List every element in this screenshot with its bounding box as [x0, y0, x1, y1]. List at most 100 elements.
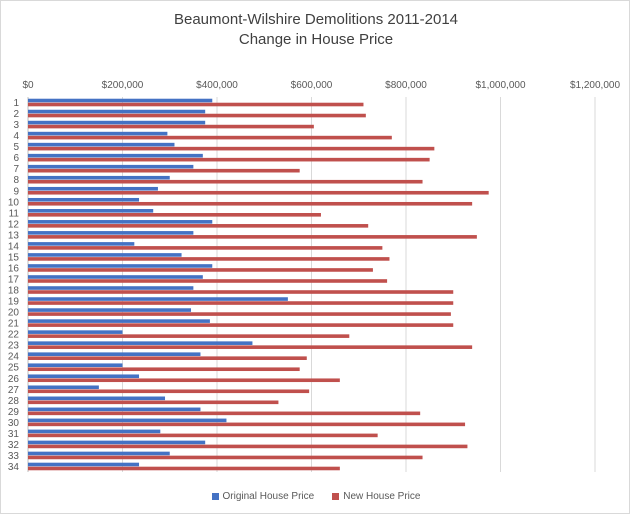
bar-original-price [28, 407, 201, 412]
bar-original-price [28, 253, 182, 257]
bar-original-price [28, 120, 206, 125]
y-tick-label: 10 [8, 197, 20, 208]
y-tick-label: 18 [8, 286, 20, 297]
y-tick-label: 22 [8, 330, 20, 341]
y-tick-label: 15 [8, 252, 20, 263]
bar-new-price [28, 124, 314, 129]
y-tick-label: 1 [13, 98, 19, 109]
x-tick-label: $1,000,000 [475, 80, 525, 91]
bar-new-price [28, 201, 473, 206]
bar-original-price [28, 330, 123, 334]
y-tick-label: 32 [8, 440, 20, 451]
y-tick-label: 14 [8, 241, 20, 252]
y-tick-label: 8 [13, 175, 19, 186]
y-tick-label: 3 [13, 120, 19, 131]
y-tick-label: 19 [8, 297, 20, 308]
bar-original-price [28, 131, 168, 136]
bar-original-price [28, 297, 288, 301]
bar-original-price [28, 164, 194, 169]
y-tick-label: 12 [8, 219, 20, 230]
bar-new-price [28, 135, 392, 140]
y-tick-label: 4 [13, 131, 19, 142]
y-tick-label: 24 [8, 352, 20, 363]
bar-new-price [28, 213, 321, 217]
legend-item-original: Original House Price [211, 491, 315, 502]
x-tick-label: $800,000 [385, 80, 427, 91]
y-tick-label: 28 [8, 396, 20, 407]
y-tick-label: 13 [8, 230, 20, 241]
bar-new-price [28, 235, 477, 239]
bar-new-price [28, 190, 489, 195]
bar-original-price [28, 440, 206, 445]
bar-new-price [28, 290, 454, 294]
y-tick-label: 25 [8, 363, 20, 374]
bar-original-price [28, 275, 203, 279]
y-tick-label: 27 [8, 385, 20, 396]
bar-new-price [28, 433, 378, 438]
y-tick-label: 29 [8, 407, 20, 418]
bar-original-price [28, 242, 135, 246]
bar-original-price [28, 231, 194, 235]
x-tick-label: $0 [22, 80, 34, 91]
chart-title: Beaumont-Wilshire Demolitions 2011-2014 [173, 11, 459, 28]
y-tick-label: 6 [13, 153, 19, 164]
chart-legend: Original House Price New House Price [1, 491, 630, 502]
bar-new-price [28, 179, 423, 184]
bar-original-price [28, 341, 253, 345]
bar-original-price [28, 286, 194, 290]
y-tick-label: 31 [8, 429, 20, 440]
bar-original-price [28, 451, 170, 456]
bar-original-price [28, 352, 201, 356]
chart-subtitle: Change in House Price [238, 31, 394, 48]
bar-original-price [28, 98, 213, 103]
bar-original-price [28, 264, 213, 268]
legend-label-new: New House Price [343, 491, 421, 502]
bar-new-price [28, 345, 473, 349]
bar-original-price [28, 142, 175, 147]
bar-original-price [28, 186, 158, 191]
y-tick-label: 11 [9, 208, 20, 219]
bar-new-price [28, 168, 300, 173]
bar-original-price [28, 197, 140, 202]
bar-original-price [28, 396, 166, 401]
bar-new-price [28, 356, 307, 360]
y-tick-label: 26 [8, 374, 20, 385]
y-tick-label: 30 [8, 418, 20, 429]
y-tick-label: 2 [13, 109, 19, 120]
bar-new-price [28, 102, 364, 107]
bar-new-price [28, 224, 369, 228]
bar-new-price [28, 146, 435, 151]
bar-new-price [28, 268, 373, 272]
legend-item-new: New House Price [332, 491, 420, 502]
legend-label-original: Original House Price [222, 491, 315, 502]
y-tick-label: 23 [8, 341, 20, 352]
bar-new-price [28, 367, 300, 372]
bar-new-price [28, 334, 350, 338]
bar-new-price [28, 323, 454, 327]
legend-swatch-new [332, 493, 340, 500]
bar-original-price [28, 308, 192, 312]
bar-original-price [28, 429, 161, 434]
bar-original-price [28, 418, 227, 423]
y-tick-label: 20 [8, 308, 20, 319]
x-tick-label: $1,200,000 [570, 80, 620, 91]
y-tick-label: 17 [8, 274, 20, 285]
bar-new-price [28, 400, 279, 405]
bar-original-price [28, 385, 99, 390]
bar-new-price [28, 157, 430, 162]
bar-new-price [28, 378, 340, 383]
bar-original-price [28, 462, 140, 467]
y-tick-label: 16 [8, 263, 20, 274]
x-tick-label: $200,000 [102, 80, 144, 91]
bar-original-price [28, 175, 170, 180]
bar-new-price [28, 301, 454, 305]
bar-original-price [28, 363, 123, 368]
y-tick-label: 5 [13, 142, 19, 153]
bar-new-price [28, 246, 383, 250]
legend-swatch-original [211, 493, 219, 500]
bar-new-price [28, 466, 340, 471]
bar-new-price [28, 312, 451, 316]
x-tick-label: $400,000 [196, 80, 238, 91]
